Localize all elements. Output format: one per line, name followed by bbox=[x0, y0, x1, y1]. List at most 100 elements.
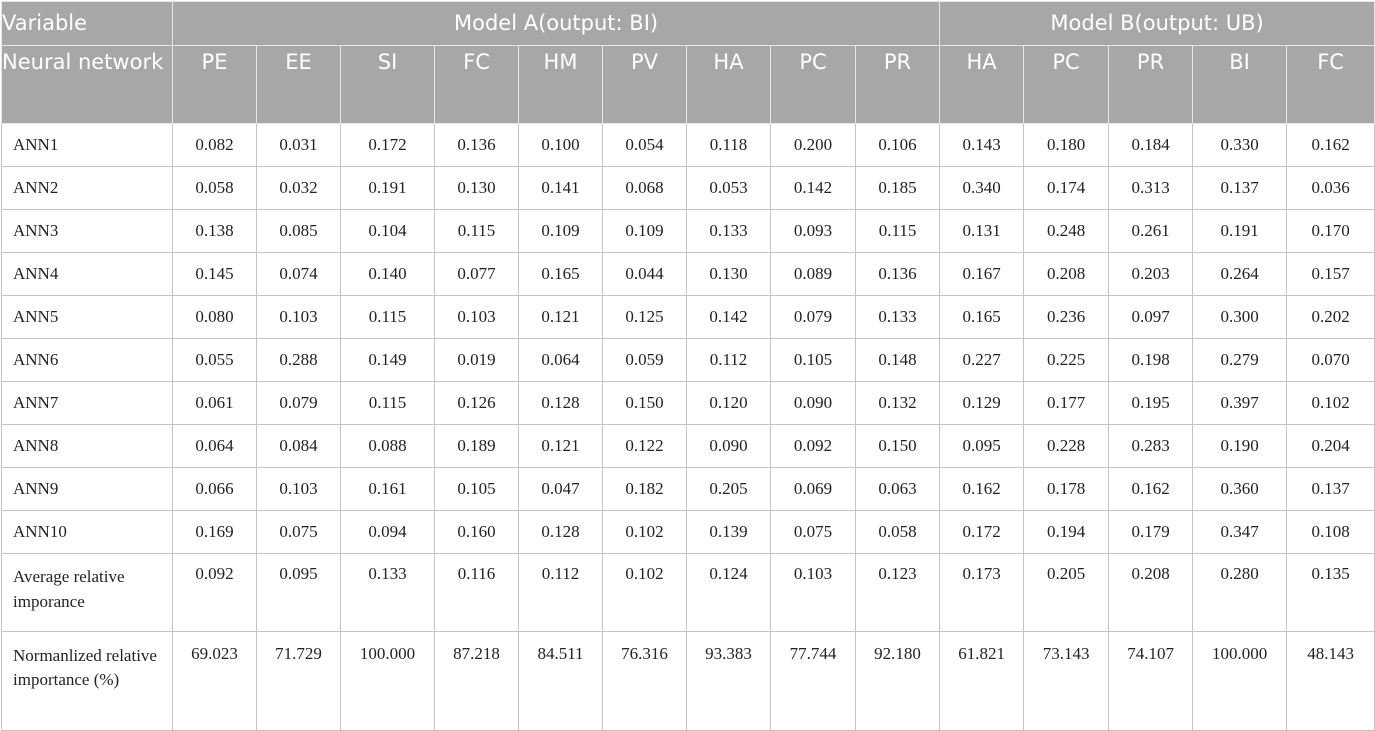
table-cell: 0.191 bbox=[340, 166, 435, 210]
table-cell: 0.140 bbox=[340, 252, 435, 296]
table-cell: 0.105 bbox=[434, 467, 519, 511]
row-label: Normanlized relative importance (%) bbox=[1, 631, 173, 731]
table-cell: 0.106 bbox=[854, 123, 941, 167]
table-cell: 0.079 bbox=[256, 381, 341, 425]
table-cell: 0.162 bbox=[1108, 467, 1194, 511]
table-cell: 0.162 bbox=[1286, 123, 1375, 167]
table-cell: 0.102 bbox=[1286, 381, 1375, 425]
table-cell: 0.397 bbox=[1192, 381, 1288, 425]
table-cell: 0.123 bbox=[854, 553, 941, 632]
table-cell: 0.095 bbox=[256, 553, 341, 632]
table-cell: 0.191 bbox=[1192, 209, 1288, 253]
column-header: HA bbox=[686, 45, 771, 124]
table-cell: 0.133 bbox=[340, 553, 435, 632]
table-cell: 0.208 bbox=[1023, 252, 1110, 296]
table-cell: 0.172 bbox=[939, 510, 1025, 554]
variable-header: Variable bbox=[1, 1, 173, 46]
table-cell: 0.058 bbox=[854, 510, 941, 554]
table-cell: 0.103 bbox=[434, 295, 519, 339]
table-cell: 93.383 bbox=[686, 631, 771, 731]
column-header: PV bbox=[602, 45, 687, 124]
table-cell: 0.064 bbox=[172, 424, 257, 468]
table-cell: 0.059 bbox=[602, 338, 687, 382]
table-cell: 0.135 bbox=[1286, 553, 1375, 632]
table-cell: 0.180 bbox=[1023, 123, 1110, 167]
table-cell: 0.058 bbox=[172, 166, 257, 210]
table-cell: 87.218 bbox=[434, 631, 519, 731]
neural-network-header: Neural network bbox=[1, 45, 173, 124]
table-cell: 0.103 bbox=[256, 295, 341, 339]
table-cell: 0.066 bbox=[172, 467, 257, 511]
table-cell: 0.248 bbox=[1023, 209, 1110, 253]
table-cell: 0.075 bbox=[770, 510, 856, 554]
table-cell: 0.090 bbox=[770, 381, 856, 425]
table-cell: 0.109 bbox=[602, 209, 687, 253]
table-cell: 0.313 bbox=[1108, 166, 1194, 210]
table-cell: 0.128 bbox=[518, 510, 603, 554]
column-header: HA bbox=[939, 45, 1025, 124]
column-header: PR bbox=[1108, 45, 1194, 124]
row-label: ANN1 bbox=[1, 123, 173, 167]
table-cell: 0.094 bbox=[340, 510, 435, 554]
table-cell: 0.074 bbox=[256, 252, 341, 296]
table-cell: 0.100 bbox=[518, 123, 603, 167]
table-cell: 0.115 bbox=[340, 295, 435, 339]
table-cell: 100.000 bbox=[1192, 631, 1288, 731]
table-cell: 0.054 bbox=[602, 123, 687, 167]
table-cell: 0.139 bbox=[686, 510, 771, 554]
table-cell: 0.148 bbox=[854, 338, 941, 382]
table-cell: 69.023 bbox=[172, 631, 257, 731]
row-label: ANN7 bbox=[1, 381, 173, 425]
table-cell: 0.137 bbox=[1286, 467, 1375, 511]
table-cell: 0.165 bbox=[939, 295, 1025, 339]
table-cell: 0.133 bbox=[854, 295, 941, 339]
table-cell: 0.126 bbox=[434, 381, 519, 425]
table-cell: 0.103 bbox=[256, 467, 341, 511]
table-row: Normanlized relative importance (%) 69.02… bbox=[1, 631, 1375, 731]
table-cell: 0.142 bbox=[686, 295, 771, 339]
table-cell: 0.264 bbox=[1192, 252, 1288, 296]
table-cell: 0.279 bbox=[1192, 338, 1288, 382]
table-cell: 0.115 bbox=[434, 209, 519, 253]
table-cell: 0.095 bbox=[939, 424, 1025, 468]
table-cell: 0.300 bbox=[1192, 295, 1288, 339]
table-cell: 0.261 bbox=[1108, 209, 1194, 253]
table-cell: 74.107 bbox=[1108, 631, 1194, 731]
table-cell: 0.133 bbox=[686, 209, 771, 253]
table-cell: 0.200 bbox=[770, 123, 856, 167]
table-cell: 0.125 bbox=[602, 295, 687, 339]
table-cell: 0.121 bbox=[518, 295, 603, 339]
column-header: EE bbox=[256, 45, 341, 124]
table-row: ANN4 0.145 0.074 0.140 0.077 0.165 0.044 0.130 0… bbox=[1, 252, 1375, 296]
column-header: PC bbox=[1023, 45, 1110, 124]
table-cell: 0.097 bbox=[1108, 295, 1194, 339]
table-cell: 0.109 bbox=[518, 209, 603, 253]
row-label: ANN3 bbox=[1, 209, 173, 253]
table-cell: 0.103 bbox=[770, 553, 856, 632]
table-cell: 0.061 bbox=[172, 381, 257, 425]
table-cell: 0.190 bbox=[1192, 424, 1288, 468]
table-cell: 92.180 bbox=[854, 631, 941, 731]
column-header: PC bbox=[770, 45, 856, 124]
row-label: ANN6 bbox=[1, 338, 173, 382]
table-cell: 0.280 bbox=[1192, 553, 1288, 632]
table-row: ANN8 0.064 0.084 0.088 0.189 0.121 0.122 0.090 0… bbox=[1, 424, 1375, 468]
table-cell: 0.149 bbox=[340, 338, 435, 382]
table-cell: 0.130 bbox=[686, 252, 771, 296]
table-row: ANN6 0.055 0.288 0.149 0.019 0.064 0.059 0.112 0… bbox=[1, 338, 1375, 382]
table-cell: 84.511 bbox=[518, 631, 603, 731]
table-cell: 0.088 bbox=[340, 424, 435, 468]
table-cell: 0.118 bbox=[686, 123, 771, 167]
row-label: ANN4 bbox=[1, 252, 173, 296]
table-cell: 61.821 bbox=[939, 631, 1025, 731]
row-label: ANN2 bbox=[1, 166, 173, 210]
table-cell: 0.167 bbox=[939, 252, 1025, 296]
table-cell: 0.070 bbox=[1286, 338, 1375, 382]
table-cell: 0.184 bbox=[1108, 123, 1194, 167]
table-cell: 0.360 bbox=[1192, 467, 1288, 511]
table-cell: 0.092 bbox=[172, 553, 257, 632]
table-cell: 0.160 bbox=[434, 510, 519, 554]
table-cell: 0.079 bbox=[770, 295, 856, 339]
table-row: ANN3 0.138 0.085 0.104 0.115 0.109 0.109 0.133 0… bbox=[1, 209, 1375, 253]
